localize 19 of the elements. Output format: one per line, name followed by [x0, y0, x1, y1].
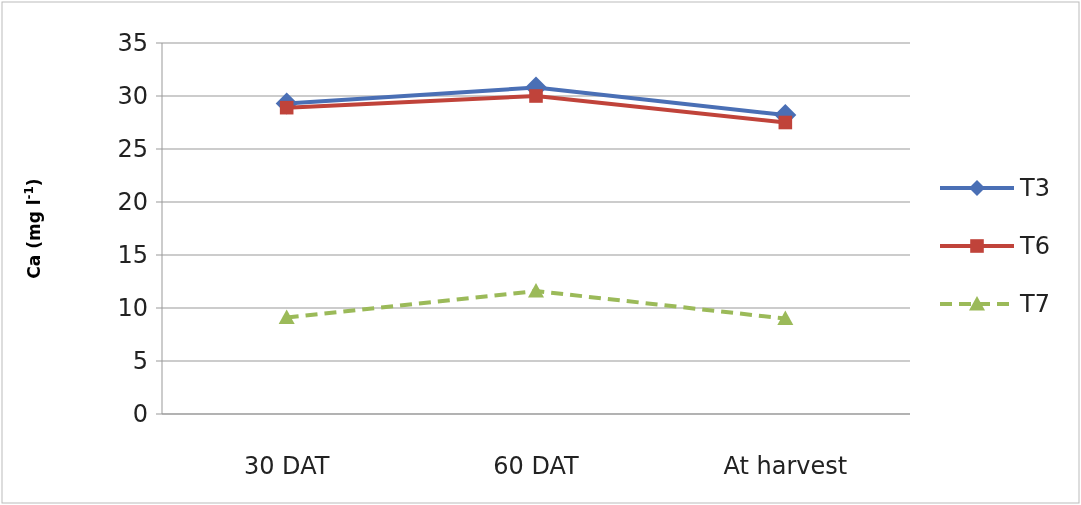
legend-label: T7 — [1019, 290, 1050, 319]
x-tick-label: 60 DAT — [493, 452, 580, 480]
y-tick-label: 5 — [132, 347, 148, 376]
legend-label: T3 — [1019, 174, 1050, 203]
y-tick-label: 15 — [117, 241, 148, 270]
legend-label: T6 — [1019, 232, 1050, 261]
x-tick-label: At harvest — [723, 452, 848, 480]
point — [529, 89, 543, 103]
point — [528, 283, 544, 298]
x-tick-label: 30 DAT — [243, 452, 330, 480]
y-tick-label: 25 — [117, 135, 148, 164]
y-tick-label: 10 — [117, 294, 148, 323]
y-tick-label: 35 — [117, 29, 148, 58]
point — [777, 310, 794, 325]
y-tick-label: 30 — [117, 82, 148, 111]
y-tick-label: 20 — [117, 188, 148, 217]
point — [778, 115, 793, 130]
y-tick-label: 0 — [132, 400, 148, 429]
point — [278, 309, 295, 324]
